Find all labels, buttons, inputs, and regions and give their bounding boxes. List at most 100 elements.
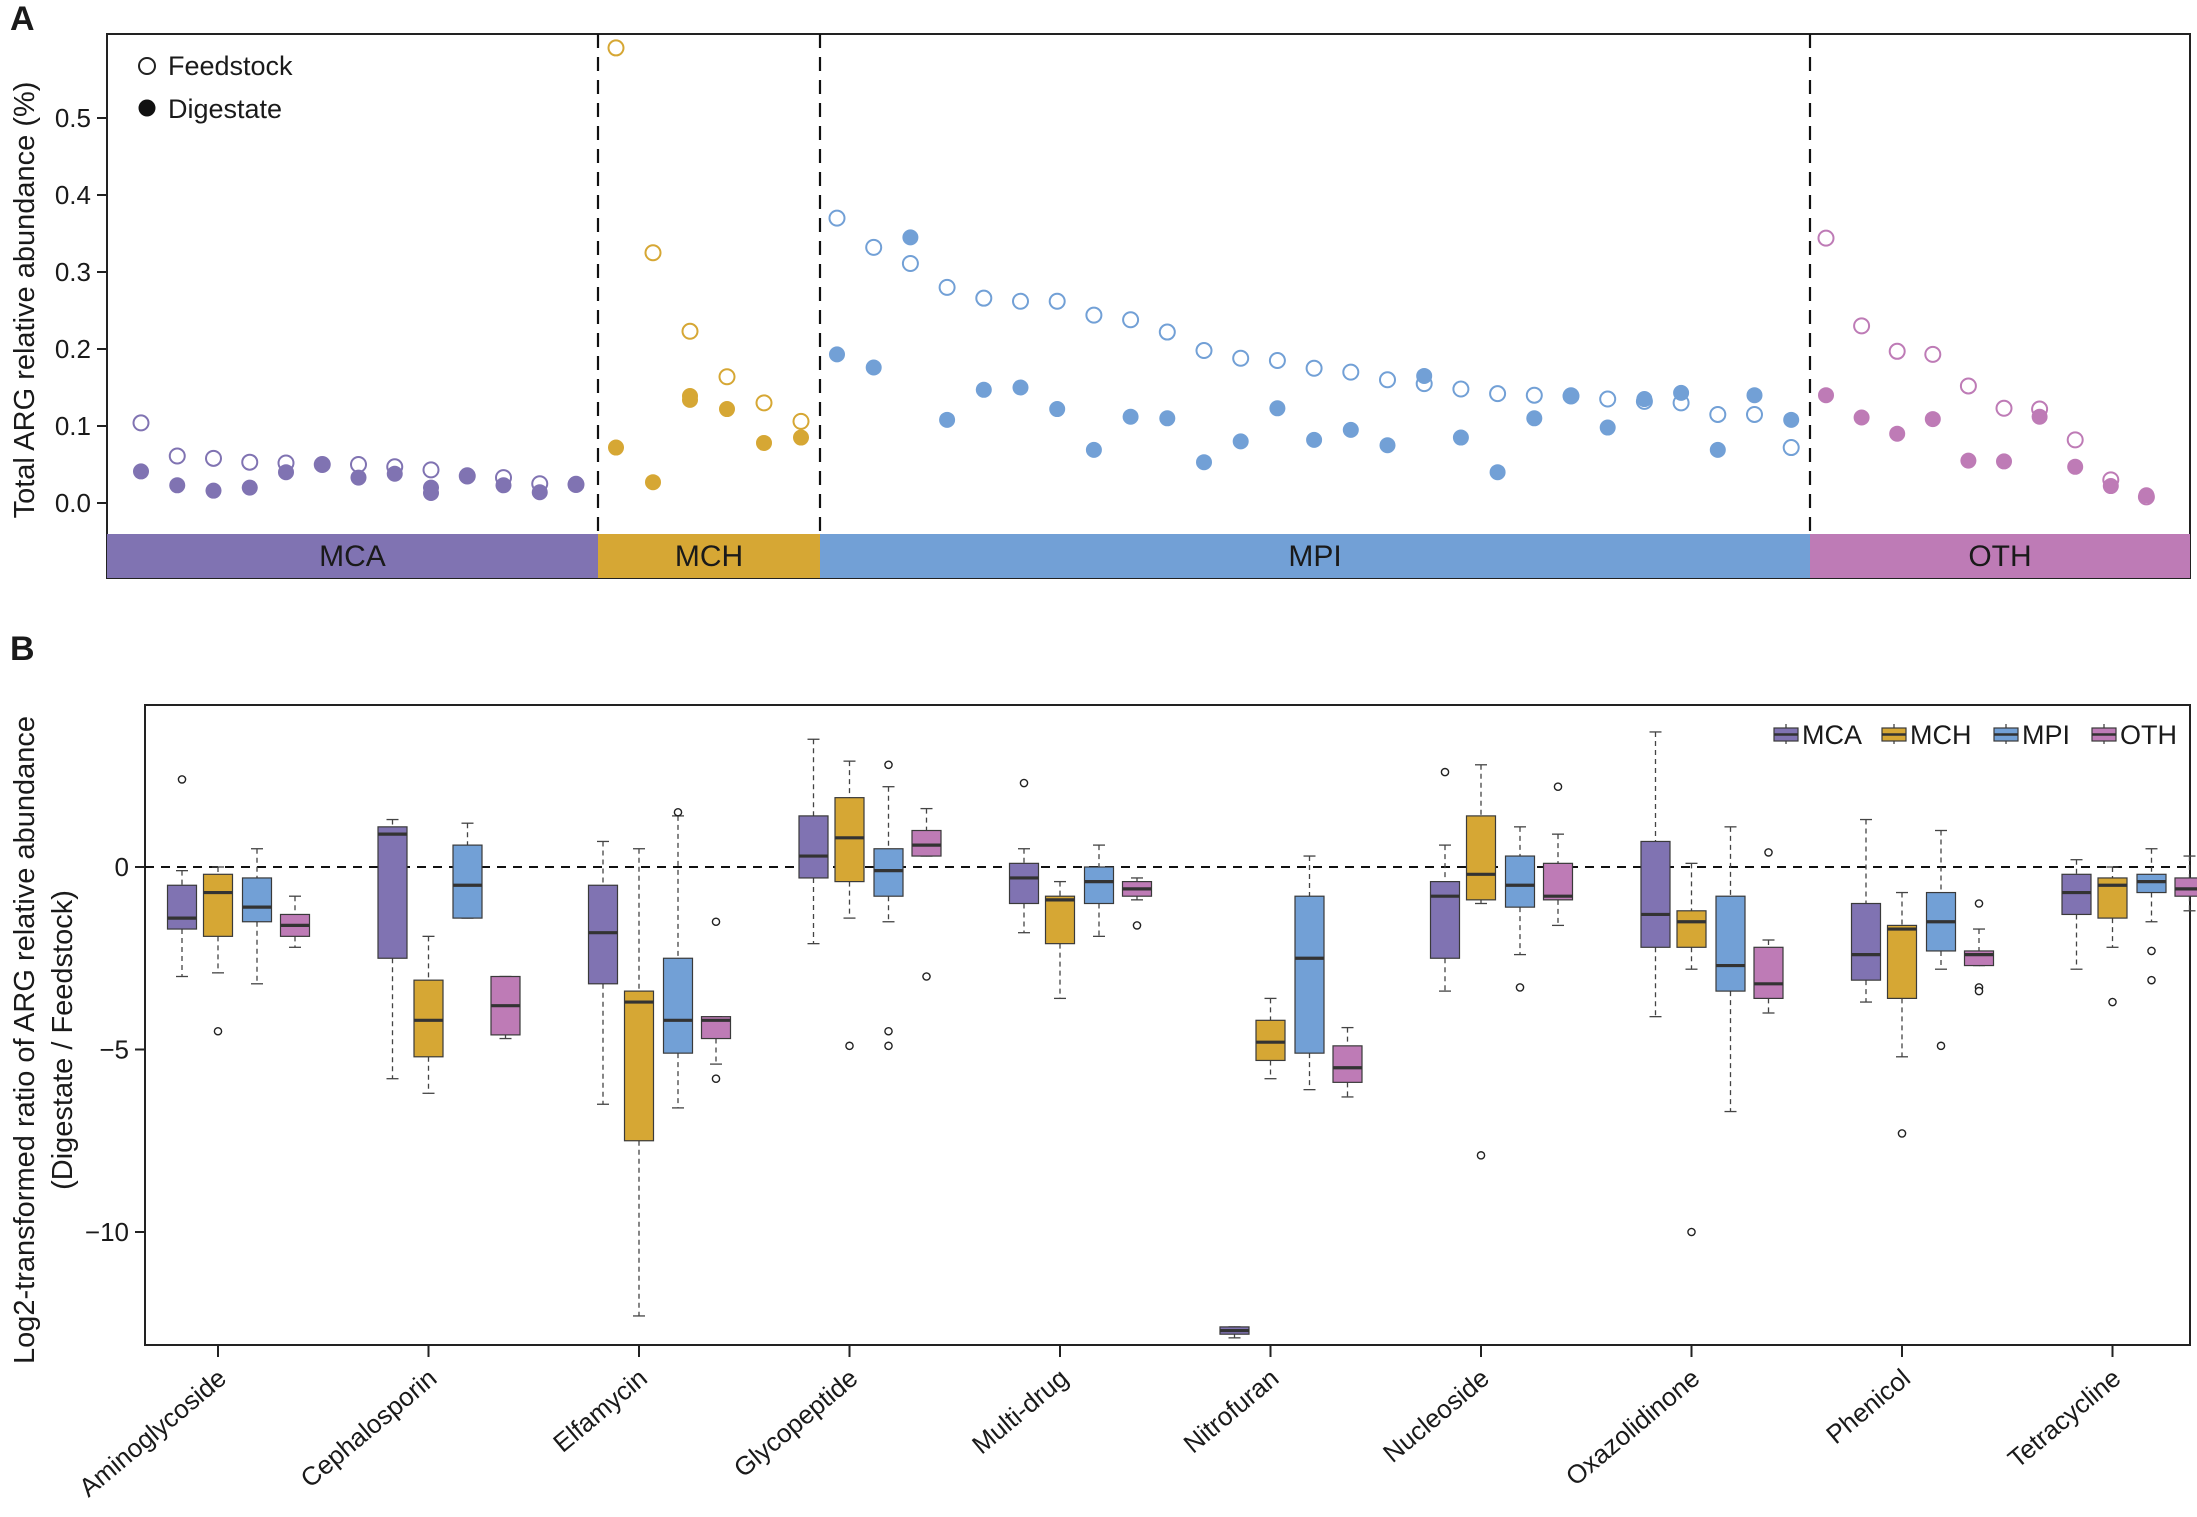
group-band-oth bbox=[1810, 534, 2190, 578]
panel-a-frame bbox=[106, 33, 2191, 579]
outlier-glycopeptide-mch bbox=[845, 1041, 854, 1051]
box-multi-drug-mpi bbox=[1083, 866, 1115, 905]
feedstock-point-oth bbox=[1924, 345, 1942, 363]
digestate-point-mpi bbox=[1783, 411, 1800, 428]
digestate-point-oth bbox=[1996, 453, 2012, 470]
digestate-point-mpi bbox=[829, 346, 845, 363]
panel-a-ytick-label: 0.1 bbox=[55, 411, 91, 441]
digestate-point-oth bbox=[1960, 452, 1977, 469]
feedstock-point-mpi bbox=[1012, 292, 1029, 310]
panel-a-ytick-label: 0.5 bbox=[55, 103, 91, 133]
outlier-phenicol-mpi bbox=[1936, 1041, 1946, 1051]
outlier-tetracycline-mpi bbox=[2147, 975, 2156, 985]
outlier-aminoglycoside-mch bbox=[213, 1026, 223, 1036]
legend-label-mch: MCH bbox=[1910, 720, 1972, 750]
digestate-point-mpi bbox=[1232, 433, 1249, 450]
box-oxazolidinone-mch bbox=[1676, 910, 1707, 948]
digestate-point-mpi bbox=[1159, 410, 1176, 427]
feedstock-point-mpi bbox=[1342, 363, 1360, 381]
digestate-point-mpi bbox=[1012, 379, 1029, 396]
feedstock-point-mca bbox=[241, 453, 259, 471]
feedstock-point-mpi bbox=[1268, 352, 1286, 370]
box-oxazolidinone-oth bbox=[1753, 946, 1784, 999]
box-tetracycline-mca bbox=[2061, 873, 2092, 916]
outlier-elfamycin-oth bbox=[711, 917, 721, 927]
box-tetracycline-oth bbox=[2174, 877, 2197, 897]
category-label-glycopeptide: Glycopeptide bbox=[728, 1363, 864, 1484]
box-cephalosporin-mch bbox=[413, 979, 444, 1058]
outlier-elfamycin-oth bbox=[711, 1074, 721, 1083]
feedstock-point-mch bbox=[718, 368, 736, 386]
outlier-phenicol-oth bbox=[1974, 986, 1984, 996]
outlier-tetracycline-mpi bbox=[2147, 946, 2156, 956]
category-label-elfamycin: Elfamycin bbox=[547, 1363, 653, 1458]
digestate-point-mca bbox=[350, 469, 367, 486]
feedstock-point-mpi bbox=[1122, 311, 1140, 329]
digestate-point-oth bbox=[1818, 387, 1834, 404]
box-nitrofuran-mch bbox=[1255, 1019, 1286, 1062]
box-oxazolidinone-mpi bbox=[1715, 895, 1746, 992]
feedstock-point-mca bbox=[132, 414, 150, 432]
panel-b-letter: B bbox=[10, 630, 35, 668]
feedstock-point-mpi bbox=[828, 209, 846, 227]
panel-a-ylabel: Total ARG relative abundance (%) bbox=[9, 82, 41, 519]
feedstock-point-oth bbox=[2066, 431, 2084, 449]
digestate-point-mpi bbox=[1599, 419, 1616, 436]
digestate-point-mpi bbox=[1085, 441, 1102, 458]
feedstock-point-mpi bbox=[865, 238, 883, 256]
digestate-point-mpi bbox=[1746, 387, 1763, 404]
feedstock-point-mpi bbox=[901, 255, 919, 273]
digestate-point-mch bbox=[793, 429, 809, 446]
digestate-point-mca bbox=[241, 479, 258, 496]
group-band-mch bbox=[598, 534, 820, 578]
outlier-glycopeptide-mpi bbox=[884, 1026, 893, 1036]
box-nucleoside-mpi bbox=[1504, 855, 1536, 908]
panel-b-plot: 0 −5 −10 Aminoglycoside Cephalosporin Elfamyc… bbox=[73, 704, 2197, 1503]
panel-b-ylabel-line2: (Digestate / Feedstock) bbox=[47, 890, 79, 1190]
feedstock-point-mch bbox=[607, 39, 625, 57]
digestate-point-mpi bbox=[1636, 391, 1653, 408]
digestate-point-mca bbox=[423, 479, 439, 496]
digestate-point-oth bbox=[1889, 425, 1906, 442]
box-nitrofuran-mpi bbox=[1294, 895, 1325, 1054]
panel-a-plot: 0.0 0.1 0.2 0.3 0.4 0.5 MCA MCH MPI OTH bbox=[55, 33, 2191, 579]
feedstock-point-mpi bbox=[1525, 386, 1543, 404]
category-label-nucleoside: Nucleoside bbox=[1377, 1363, 1495, 1469]
box-glycopeptide-mca bbox=[798, 815, 829, 879]
feedstock-point-mpi bbox=[1709, 405, 1727, 423]
outlier-elfamycin-mpi bbox=[673, 807, 683, 817]
category-label-aminoglycoside: Aminoglycoside bbox=[73, 1363, 232, 1503]
box-elfamycin-oth bbox=[700, 1016, 732, 1040]
feedstock-point-mch bbox=[681, 322, 699, 340]
feedstock-point-oth bbox=[1853, 317, 1871, 335]
digestate-point-mpi bbox=[1563, 387, 1579, 404]
feedstock-point-mca bbox=[168, 447, 186, 465]
digestate-point-mpi bbox=[1049, 401, 1066, 418]
feedstock-point-mpi bbox=[1085, 306, 1103, 324]
legend-label-mca: MCA bbox=[1802, 720, 1862, 750]
outlier-phenicol-mch bbox=[1897, 1129, 1907, 1138]
panel-a-letter: A bbox=[10, 0, 35, 38]
digestate-point-mpi bbox=[939, 411, 956, 428]
outlier-phenicol-oth bbox=[1974, 899, 1984, 908]
category-label-oxazolidinone: Oxazolidinone bbox=[1560, 1363, 1706, 1492]
category-label-phenicol: Phenicol bbox=[1820, 1363, 1916, 1450]
digestate-point-mpi bbox=[902, 229, 919, 246]
outlier-nucleoside-mch bbox=[1476, 1151, 1486, 1160]
feedstock-point-mpi bbox=[1489, 385, 1507, 403]
group-label-oth: OTH bbox=[1968, 540, 2031, 573]
panel-a-ytick-label: 0.4 bbox=[55, 180, 91, 210]
feedstock-point-mch bbox=[644, 244, 662, 262]
feedstock-point-mch bbox=[755, 394, 773, 412]
digestate-point-mch bbox=[719, 401, 735, 418]
feedstock-point-mpi bbox=[975, 289, 993, 307]
outlier-aminoglycoside-mca bbox=[177, 775, 187, 784]
box-elfamycin-mca bbox=[587, 884, 619, 985]
feedstock-point-mpi bbox=[938, 278, 956, 296]
panel-a-ytick-label: 0.2 bbox=[55, 334, 91, 364]
box-cephalosporin-mpi bbox=[452, 844, 483, 919]
digestate-point-mca bbox=[568, 475, 584, 492]
box-nitrofuran-oth bbox=[1332, 1045, 1363, 1083]
digestate-point-mpi bbox=[1122, 408, 1139, 425]
legend-label-oth: OTH bbox=[2120, 720, 2177, 750]
